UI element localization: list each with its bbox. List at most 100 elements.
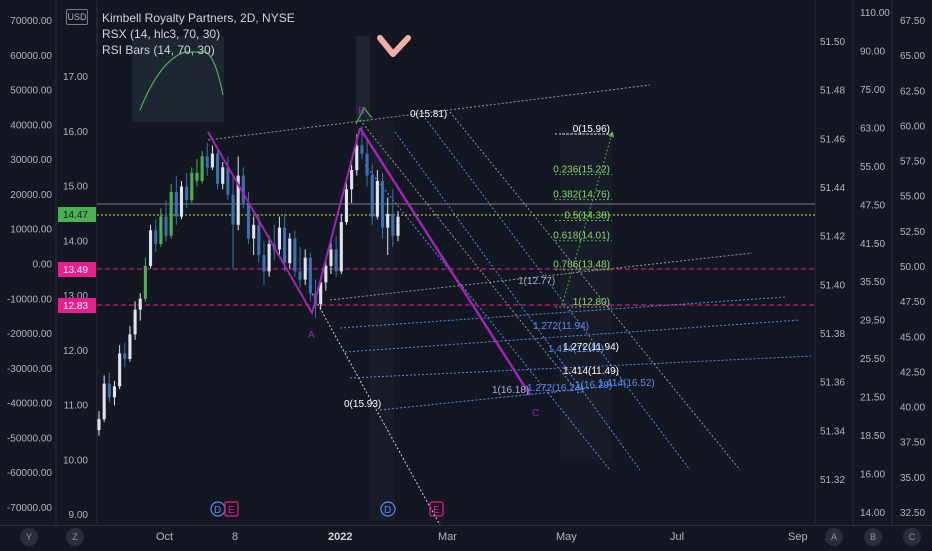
event-markers[interactable]: D E D E: [210, 501, 444, 517]
main-axis-tick: 13.00: [63, 291, 88, 302]
axis-corner-y[interactable]: Y: [20, 528, 38, 546]
candle-body: [118, 353, 122, 387]
axis-corner-b[interactable]: B: [864, 528, 882, 546]
mid-axis-tick: 51.48: [820, 86, 845, 97]
x-label-2022: 2022: [328, 531, 353, 543]
indicator-rsx[interactable]: RSX (14, hlc3, 70, 30): [102, 27, 221, 41]
right1-axis-tick: 14.00: [860, 508, 885, 519]
candle-body: [267, 243, 271, 272]
left-axis-tick: 0.00: [33, 260, 53, 271]
svg-text:14.47: 14.47: [63, 210, 88, 221]
fib-level-label: 1(12.80): [573, 297, 610, 308]
candle-body: [154, 230, 158, 244]
right1-axis-tick: 16.00: [860, 470, 885, 481]
svg-text:E: E: [228, 505, 235, 516]
left-axis-tick: -30000.00: [7, 364, 52, 375]
candle-body: [236, 175, 240, 225]
candle-body: [164, 216, 168, 236]
candle-body: [185, 186, 189, 201]
svg-text:12.83: 12.83: [63, 301, 88, 312]
rsx-curve-2: [355, 106, 373, 125]
left-axis-tick: 40000.00: [10, 120, 52, 131]
svg-text:1.414(16.52): 1.414(16.52): [598, 378, 655, 389]
candle-body: [252, 224, 256, 239]
right2-axis-tick: 50.00: [900, 262, 925, 273]
left-axis-tick: -60000.00: [7, 468, 52, 479]
right1-axis-tick: 55.00: [860, 162, 885, 173]
candle-body: [298, 271, 302, 280]
left-axis-tick: 50000.00: [10, 86, 52, 97]
x-label-jul: Jul: [670, 531, 685, 543]
svg-text:1(16.29): 1(16.29): [575, 380, 612, 391]
candle-body: [293, 238, 297, 272]
fib-level-label: 0(15.96): [573, 124, 610, 135]
axis-corner-z[interactable]: Z: [66, 528, 84, 546]
left-axis-tick: -20000.00: [7, 329, 52, 340]
candle-body: [221, 167, 225, 184]
fib-level-label: 0.618(14.01): [553, 231, 610, 242]
candle-body: [200, 156, 204, 182]
main-axis-tick: 11.00: [64, 401, 89, 412]
fib-levels-right: 0(15.96) 0.236(15.22) 0.382(14.76) 0.5(14.3…: [553, 124, 612, 308]
axis-corner-c[interactable]: C: [903, 528, 921, 546]
svg-text:E: E: [433, 505, 440, 516]
rsx-highlight-2: [356, 36, 370, 122]
candle-body: [360, 145, 364, 154]
svg-text:1(12.77): 1(12.77): [518, 276, 555, 287]
candle-body: [112, 386, 117, 398]
candle-body: [329, 249, 333, 266]
fib-channel-lines: [207, 84, 813, 526]
fib-level-label: 0.786(13.48): [553, 260, 610, 271]
right2-axis-tick: 62.50: [900, 86, 925, 97]
right2-axis-tick: 37.50: [900, 438, 925, 449]
svg-text:D: D: [214, 505, 221, 516]
axis-corner-a[interactable]: A: [825, 528, 843, 546]
svg-text:13.49: 13.49: [63, 265, 88, 276]
candle-body: [391, 213, 395, 236]
main-axis-tick: 9.00: [69, 510, 89, 521]
svg-text:1.414(11.49): 1.414(11.49): [563, 366, 619, 377]
candle-body: [344, 189, 348, 223]
fib-level-label: 0.5(14.38): [564, 210, 610, 221]
candle-body: [386, 213, 390, 228]
indicator-rsi-bars[interactable]: RSI Bars (14, 70, 30): [102, 43, 215, 57]
candle-body: [324, 265, 328, 283]
price-badges: 14.47 13.49 12.83: [58, 207, 96, 313]
currency-badge[interactable]: USD: [66, 9, 88, 25]
time-axis: [0, 525, 932, 551]
right1-axis-tick: 21.50: [860, 393, 885, 404]
middle-axis: 51.50 51.48 51.46 51.44 51.42 51.40 51.38 51.36…: [820, 37, 845, 486]
right2-axis-tick: 47.50: [900, 297, 925, 308]
right-axis-1: 110.00 90.00 75.00 63.00 55.00 47.50 41.50 35.5…: [860, 8, 890, 519]
left-axis-tick: -70000.00: [7, 503, 52, 514]
candle-body: [396, 216, 400, 236]
fib-level-label: 0.382(14.76): [553, 190, 610, 201]
svg-text:1.272(16.24): 1.272(16.24): [527, 383, 584, 394]
candle-body: [283, 227, 287, 264]
candle-body: [303, 257, 307, 280]
main-axis-tick: 10.00: [63, 455, 88, 466]
projection-arrow: [561, 131, 615, 306]
svg-text:0(15.81): 0(15.81): [410, 109, 447, 120]
right2-axis-tick: 65.00: [900, 51, 925, 62]
candle-body: [195, 172, 199, 182]
candle-body: [277, 227, 281, 250]
right2-axis-tick: 57.50: [900, 157, 925, 168]
left-axis: 70000.00 60000.00 50000.00 40000.00 30000.00…: [7, 16, 52, 514]
left-axis-tick: 30000.00: [10, 155, 52, 166]
candle-body: [128, 334, 132, 359]
left-axis-tick: -50000.00: [7, 433, 52, 444]
right2-axis-tick: 45.00: [900, 332, 925, 343]
legend: Kimbell Royalty Partners, 2D, NYSE RSX (…: [102, 10, 295, 58]
candle-body: [339, 222, 343, 272]
right1-axis-tick: 90.00: [860, 46, 885, 57]
rsx-highlight-1: [132, 36, 224, 122]
candle-body: [257, 224, 261, 255]
left-axis-tick: -40000.00: [7, 399, 52, 410]
pattern-point-a: A: [308, 330, 315, 341]
left-axis-tick: 10000.00: [10, 225, 52, 236]
candle-body: [350, 170, 354, 190]
candle-body: [226, 167, 230, 195]
right2-axis-tick: 32.50: [900, 508, 925, 519]
